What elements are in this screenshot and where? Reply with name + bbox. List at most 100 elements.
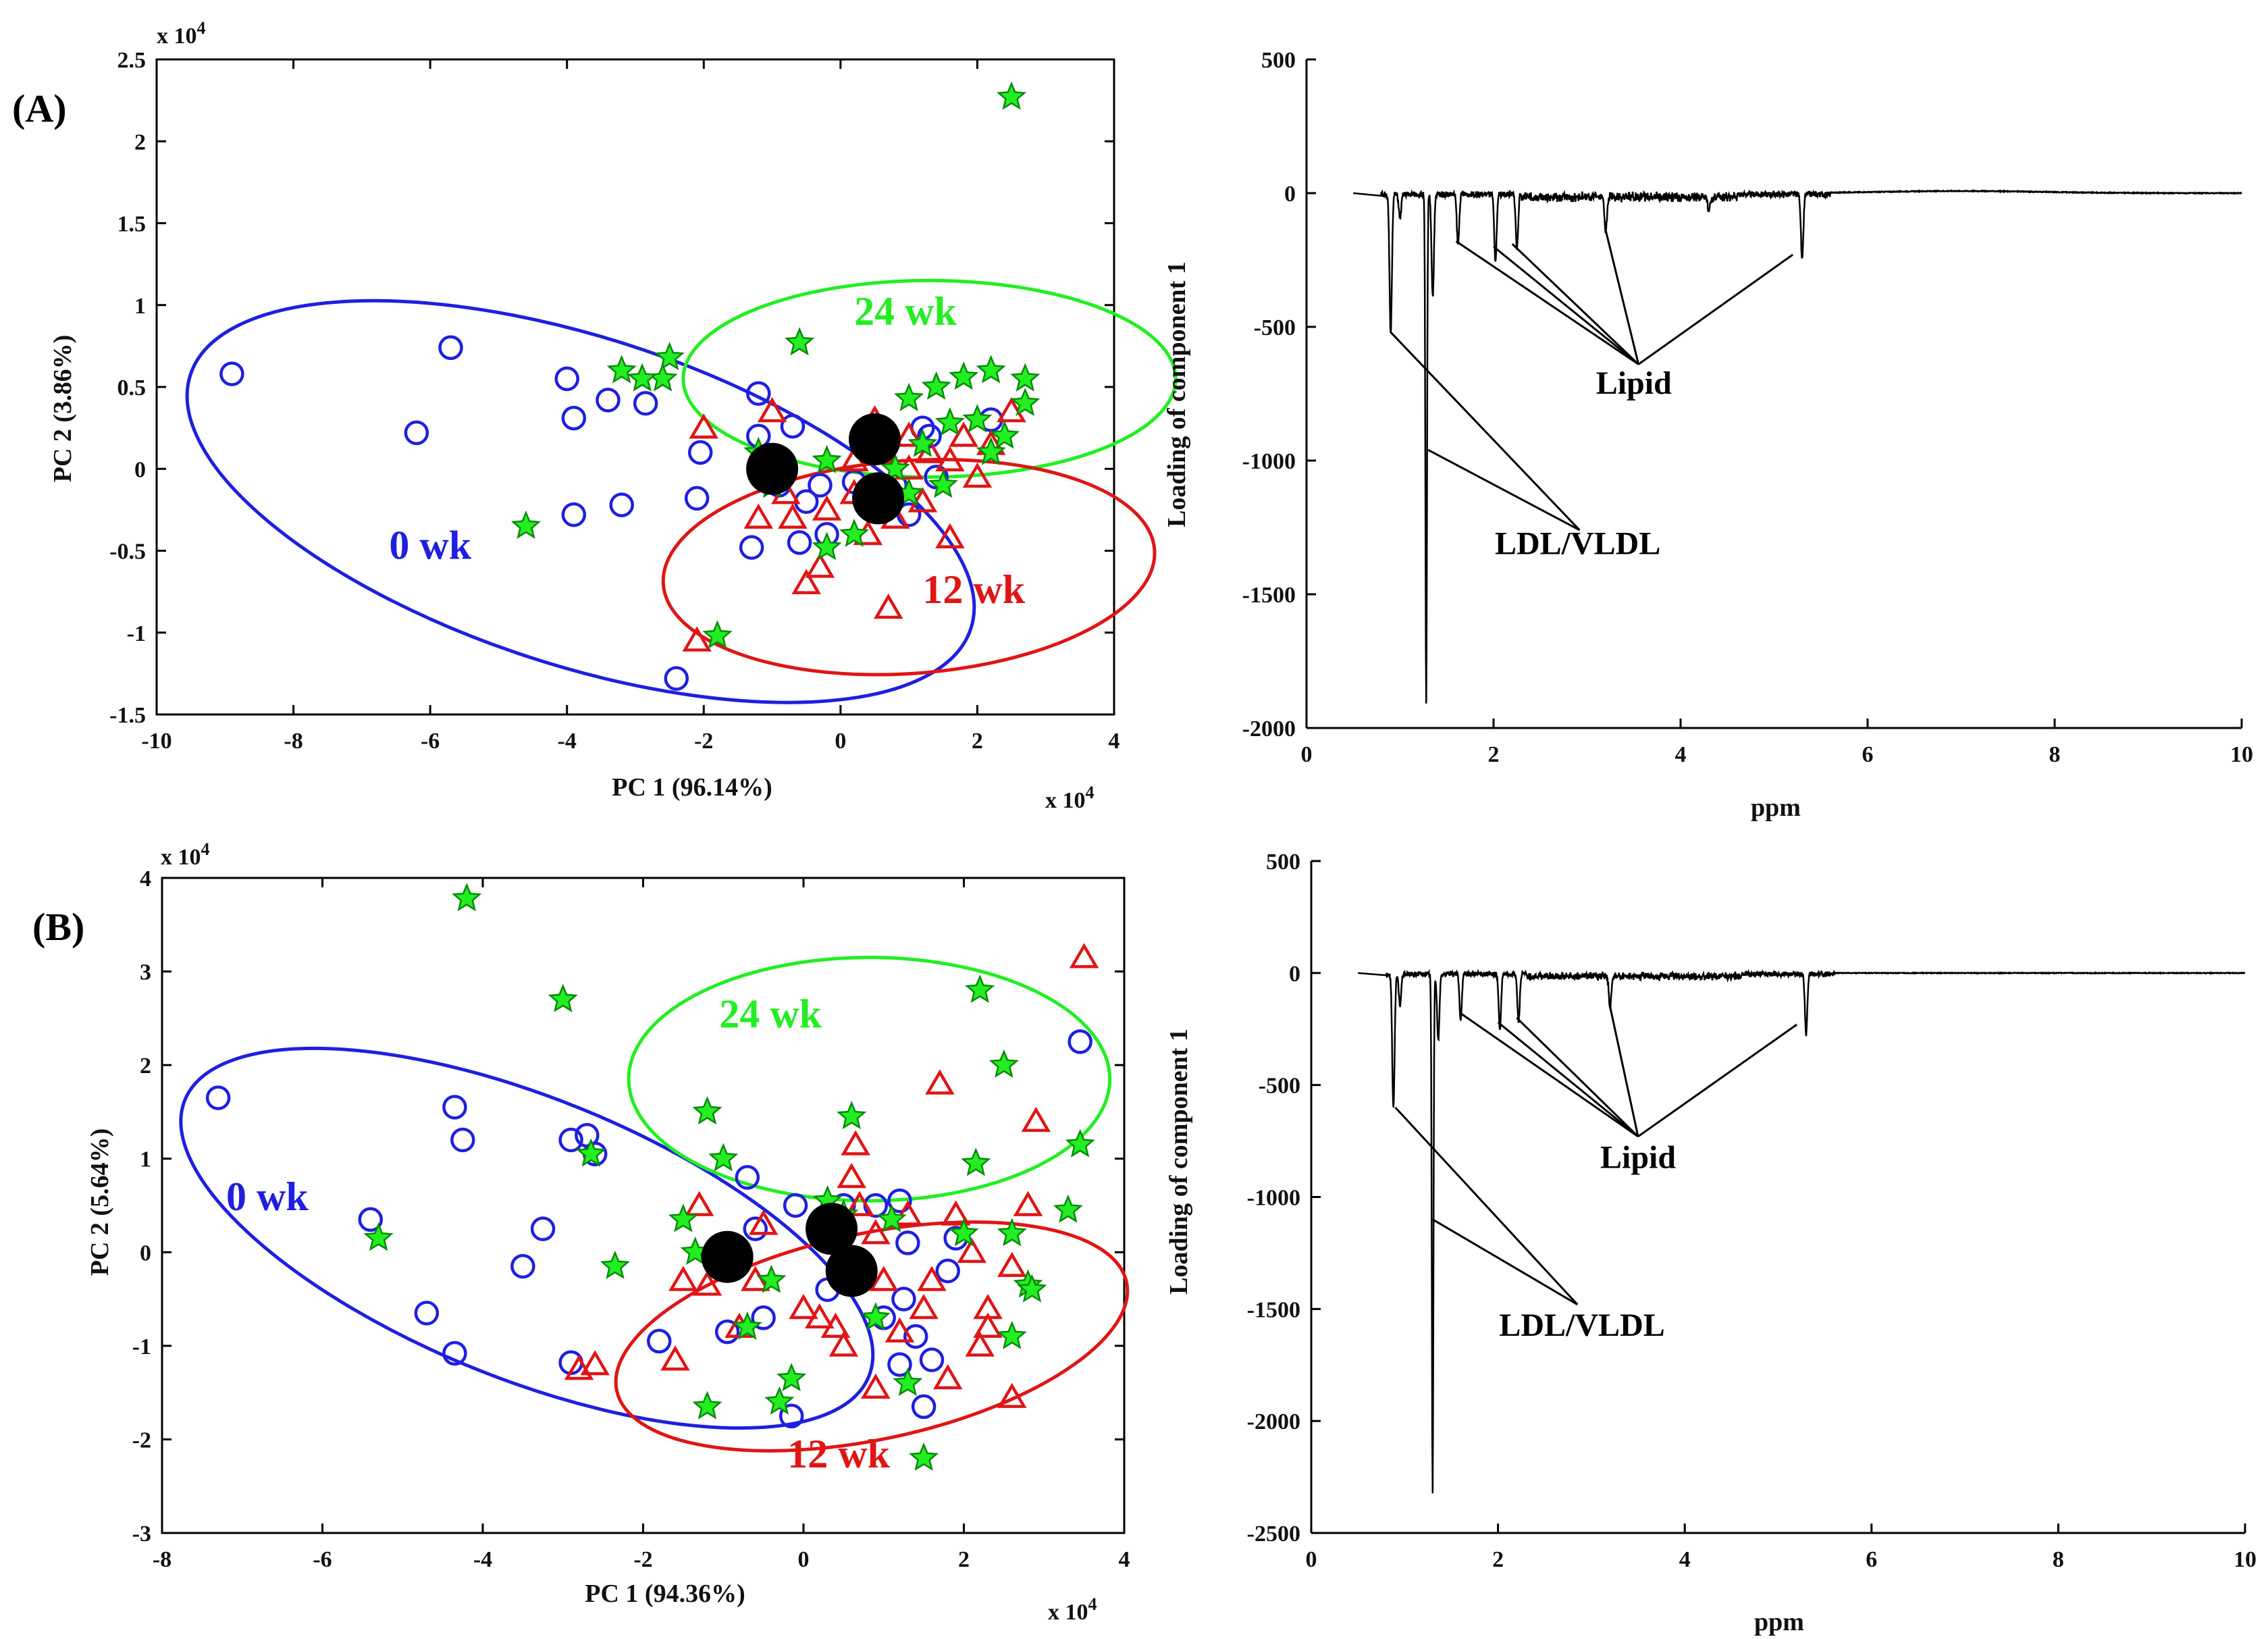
data-point-24-wk: [976, 355, 1006, 384]
x-tick-label: 10: [2230, 742, 2253, 767]
data-point-0-wk: [442, 1095, 467, 1120]
data-point-24-wk: [907, 428, 938, 457]
data-point-0-wk: [743, 1216, 768, 1241]
data-point-24-wk: [997, 81, 1027, 110]
y-tick-label: 1: [134, 294, 146, 319]
data-point-24-wk: [576, 1138, 606, 1167]
data-point-24-wk: [548, 983, 578, 1012]
data-point-12-wk: [1069, 943, 1099, 968]
data-point-24-wk: [363, 1222, 394, 1251]
data-point-12-wk: [868, 1266, 899, 1291]
data-point-0-wk: [664, 666, 689, 691]
y-axis-label-b-loading: Loading of component 1: [1165, 1029, 1193, 1295]
y-tick-label: 3: [140, 960, 151, 985]
y-tick-label: -2000: [1242, 717, 1296, 742]
data-point-24-wk: [654, 342, 685, 371]
data-point-24-wk: [949, 361, 979, 390]
data-point-0-wk: [935, 1258, 960, 1284]
data-point-24-wk: [708, 1143, 739, 1172]
data-point-12-wk: [941, 1200, 971, 1226]
x-tick-label: -6: [313, 1547, 332, 1572]
group-centroid: [701, 1230, 754, 1283]
x-tick-label: 6: [1866, 1547, 1877, 1572]
x-tick-label: 8: [2049, 742, 2061, 767]
annotation-leader-line: [1516, 1017, 1639, 1138]
data-point-0-wk: [558, 1127, 583, 1153]
data-point-0-wk: [739, 535, 764, 560]
data-point-24-wk: [1017, 1274, 1047, 1303]
loading-spectrum-line: [1353, 188, 2242, 704]
annotation-leader-line: [1460, 1012, 1639, 1138]
y-multiplier-b: x 104: [161, 839, 210, 870]
y-tick-label: 2.5: [117, 48, 147, 73]
data-point-12-wk: [893, 1200, 923, 1226]
data-point-24-wk: [606, 355, 637, 384]
y-tick-label: 2: [140, 1053, 151, 1078]
y-tick-label: -2500: [1247, 1521, 1300, 1546]
panel-label-b: (B): [32, 905, 84, 949]
data-point-24-wk: [732, 1311, 763, 1340]
group-label-12-wk: 12 wk: [787, 1432, 890, 1476]
data-point-0-wk: [751, 1305, 776, 1330]
y-tick-label: 0: [1289, 962, 1300, 987]
data-point-12-wk: [660, 1345, 690, 1371]
data-point-24-wk: [702, 620, 733, 649]
x-tick-label: 4: [1679, 1547, 1691, 1572]
data-point-0-wk: [358, 1207, 383, 1232]
data-point-12-wk: [841, 1130, 870, 1155]
data-point-24-wk: [921, 371, 951, 400]
group-label-12-wk: 12 wk: [922, 567, 1025, 612]
annotation-leader-line: [1604, 230, 1640, 365]
data-point-12-wk: [885, 1317, 915, 1343]
data-point-24-wk: [839, 519, 870, 548]
data-point-12-wk: [845, 1191, 874, 1216]
data-point-24-wk: [812, 531, 842, 561]
data-point-0-wk: [442, 1341, 467, 1366]
annotation-leader-line: [1511, 243, 1639, 365]
data-point-24-wk: [764, 1386, 795, 1415]
y-tick-label: -1000: [1242, 449, 1296, 474]
data-point-0-wk: [510, 1253, 535, 1279]
data-point-24-wk: [894, 382, 924, 411]
y-axis-label-b: PC 2 (5.64%): [86, 1128, 114, 1276]
x-tick-label: 4: [1675, 742, 1687, 767]
x-tick-label: 4: [1119, 1547, 1130, 1572]
data-point-24-wk: [1010, 363, 1040, 392]
data-point-12-wk: [932, 1363, 963, 1390]
data-point-12-wk: [580, 1350, 610, 1376]
annotation-leader-line: [1390, 331, 1581, 531]
data-point-24-wk: [668, 1203, 698, 1232]
x-tick-label: 0: [1301, 742, 1313, 767]
data-point-12-wk: [957, 1237, 987, 1264]
data-point-12-wk: [684, 1191, 714, 1216]
x-tick-label: 2: [1492, 1547, 1504, 1572]
data-point-0-wk: [633, 391, 658, 416]
data-point-0-wk: [714, 1319, 740, 1345]
annotation-ldl-vldl: LDL/VLDL: [1495, 526, 1660, 562]
data-point-0-wk: [903, 1324, 928, 1349]
x-tick-label: 0: [1306, 1547, 1317, 1572]
x-tick-label: 2: [1488, 742, 1500, 767]
data-point-12-wk: [997, 1251, 1027, 1277]
data-point-12-wk: [757, 396, 787, 423]
y-tick-label: 1: [140, 1147, 151, 1172]
data-point-24-wk: [600, 1250, 631, 1279]
y-tick-label: 0: [140, 1241, 151, 1266]
annotation-leader-line: [1497, 1021, 1639, 1138]
data-point-12-wk: [935, 446, 965, 471]
data-point-12-wk: [917, 1266, 947, 1291]
panel-a-loading-plot: ppm Loading of component 1 0 2 4 6 8 10 -2000 -…: [1163, 48, 2253, 822]
group-label-24-wk: 24 wk: [719, 992, 822, 1037]
data-point-24-wk: [934, 407, 965, 436]
data-point-0-wk: [561, 405, 587, 431]
annotation-leader-line: [1609, 1006, 1639, 1137]
x-tick-label: 8: [2053, 1547, 2064, 1572]
confidence-ellipse-12-wk: [661, 457, 1157, 677]
x-axis-label-b: PC 1 (94.36%): [585, 1580, 745, 1608]
y-axis-label-a-loading: Loading of component 1: [1163, 261, 1191, 527]
x-tick-label: -4: [558, 729, 577, 754]
data-point-24-wk: [785, 327, 815, 356]
x-tick-label: 0: [798, 1547, 810, 1572]
data-point-0-wk: [887, 1352, 912, 1377]
data-point-0-wk: [561, 502, 587, 527]
